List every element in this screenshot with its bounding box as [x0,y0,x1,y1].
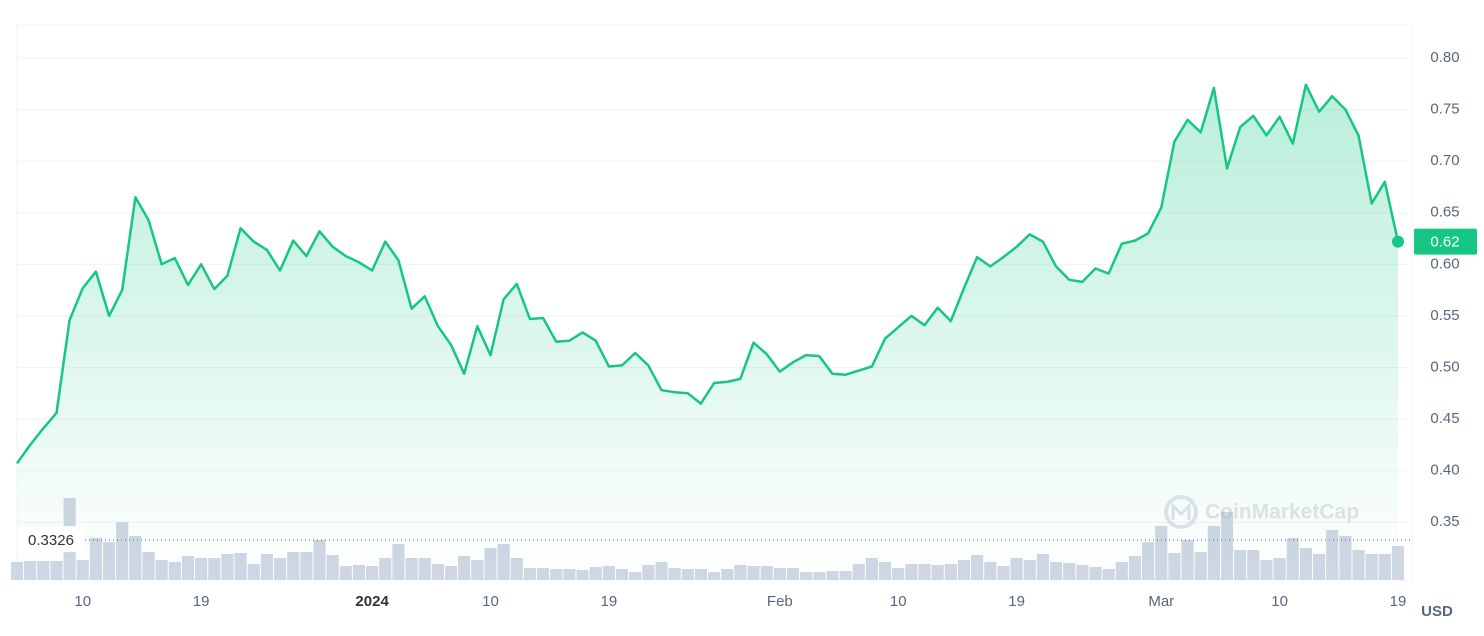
price-area [17,84,1398,581]
x-tick-label: Feb [767,593,793,610]
y-tick-label: 0.80 [1430,49,1459,66]
x-tick-label: 2024 [355,593,389,610]
y-tick-label: 0.65 [1430,204,1459,221]
y-tick-label: 0.55 [1430,307,1459,324]
low-label: 0.3326 [28,532,74,549]
y-tick-label: 0.40 [1430,462,1459,479]
price-tag [1414,228,1477,255]
price-line [15,83,1400,465]
y-tick-label: 0.75 [1430,101,1459,118]
x-tick-label: 10 [482,593,499,610]
x-tick-label: 10 [74,593,91,610]
watermark-text: CoinMarketCap [1205,501,1359,524]
low-label-bg [17,526,85,553]
x-tick-label: 10 [890,593,907,610]
x-tick-label: 19 [601,593,618,610]
last-point [1392,235,1404,248]
watermark: CoinMarketCap [1164,495,1359,529]
y-tick-label: 0.60 [1430,255,1459,272]
currency-label: USD [1421,603,1453,620]
x-tick-label: 10 [1271,593,1288,610]
y-tick-label: 0.45 [1430,410,1459,427]
x-tick-label: 19 [1390,593,1407,610]
x-tick-label: 19 [193,593,210,610]
x-tick-label: 19 [1008,593,1025,610]
y-tick-label: 0.50 [1430,358,1459,375]
x-tick-label: Mar [1148,593,1174,610]
y-tick-label: 0.70 [1430,152,1459,169]
plot [10,57,1412,581]
y-tick-label: 0.35 [1430,513,1459,530]
price-tag-label: 0.62 [1430,234,1459,251]
